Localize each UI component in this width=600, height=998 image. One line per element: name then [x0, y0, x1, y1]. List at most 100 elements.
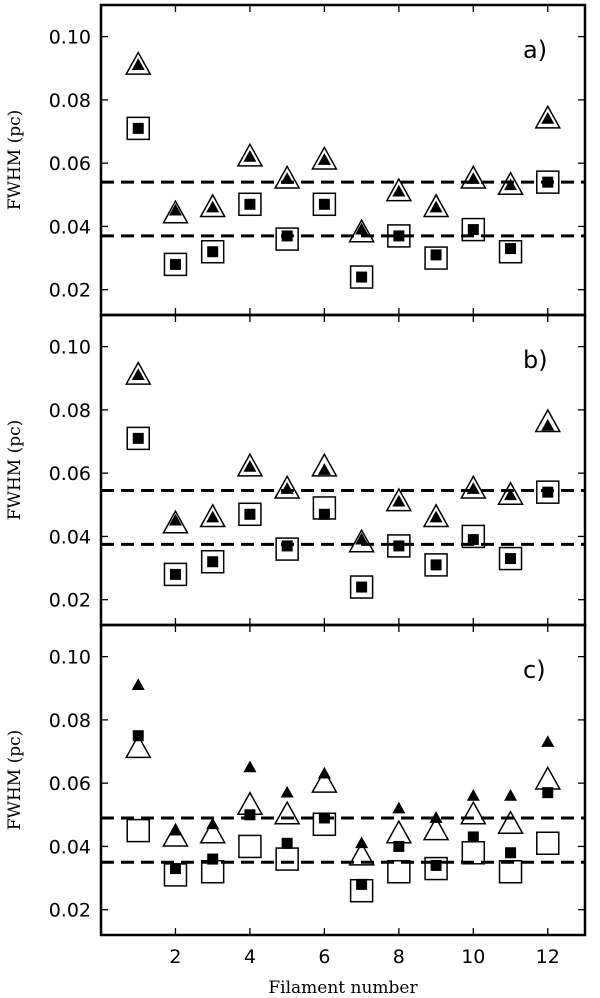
- open-square-point: [461, 217, 486, 242]
- filled-square-point: [356, 271, 368, 283]
- filled-square-point: [393, 230, 405, 242]
- open-square-point: [126, 426, 150, 451]
- y-tick-label: 0.10: [49, 337, 91, 359]
- open-square-point: [498, 239, 523, 264]
- y-tick-label: 0.02: [49, 900, 91, 922]
- filled-triangle-point: [392, 184, 406, 197]
- filled-triangle-point: [504, 488, 518, 501]
- open-triangle-point: [422, 503, 450, 528]
- y-axis-title: FWHM (pc): [5, 110, 25, 211]
- filled-triangle-point: [504, 788, 518, 801]
- open-square-point: [387, 224, 411, 248]
- y-tick-label: 0.08: [49, 400, 91, 422]
- filled-square-point: [542, 787, 554, 799]
- filled-triangle-point: [429, 510, 443, 523]
- y-axis-title: FWHM (pc): [5, 730, 25, 831]
- filled-square-point: [244, 508, 256, 520]
- filled-square-point: [467, 831, 479, 843]
- open-triangle-point: [460, 474, 487, 499]
- filled-triangle-point: [392, 801, 406, 814]
- panel-2: 0.02 0.04 0.06 0.08 0.10 b) FWHM (pc): [5, 313, 587, 627]
- open-square-point: [536, 480, 560, 504]
- filled-triangle-point: [429, 200, 443, 213]
- plot-frame: [99, 623, 587, 937]
- open-square-point: [387, 859, 411, 884]
- filled-square-point: [281, 230, 293, 242]
- filled-triangle-point: [280, 785, 294, 798]
- open-square-point: [126, 818, 150, 843]
- filled-triangle-point: [243, 760, 257, 773]
- open-triangle-point: [311, 145, 338, 170]
- y-tick-label: 0.02: [49, 590, 91, 612]
- filled-square-point: [169, 863, 181, 875]
- open-triangle-point: [236, 142, 264, 167]
- filled-triangle-point: [466, 788, 480, 801]
- open-square-point: [536, 831, 560, 856]
- x-tick-label: 8: [393, 946, 405, 968]
- open-triangle-point: [236, 452, 264, 477]
- filled-square-point: [318, 812, 330, 824]
- x-axis-title: Filament number: [268, 978, 418, 998]
- filled-square-point: [505, 847, 517, 859]
- filled-square-point: [132, 432, 144, 444]
- open-square-point: [387, 534, 411, 558]
- panel-label: b): [523, 346, 548, 374]
- filled-square-point: [542, 176, 554, 188]
- open-triangle-point: [385, 177, 413, 202]
- filled-triangle-point: [280, 172, 294, 184]
- open-triangle-point: [348, 841, 375, 866]
- x-tick-label: 4: [244, 946, 256, 968]
- open-triangle-point: [497, 810, 524, 835]
- filled-triangle-point: [168, 203, 182, 216]
- open-triangle-point: [199, 503, 226, 528]
- panel-label: c): [523, 656, 546, 684]
- open-square-point: [498, 859, 523, 884]
- filled-triangle-point: [317, 153, 331, 165]
- open-triangle-point: [422, 193, 450, 218]
- x-tick-label: 12: [536, 946, 560, 968]
- y-tick-label: 0.04: [49, 836, 91, 858]
- open-triangle-point: [199, 193, 226, 218]
- filled-square-point: [505, 243, 517, 255]
- open-triangle-point: [385, 819, 413, 844]
- open-triangle-point: [273, 474, 301, 499]
- open-square-point: [275, 847, 299, 871]
- open-triangle-point: [534, 765, 562, 790]
- filled-triangle-point: [504, 178, 518, 191]
- filled-square-point: [393, 540, 405, 552]
- filled-triangle-point: [206, 200, 220, 213]
- open-triangle-point: [162, 199, 189, 224]
- open-square-point: [424, 856, 448, 881]
- open-square-point: [498, 546, 523, 571]
- filled-square-point: [281, 540, 293, 552]
- open-square-point: [461, 524, 486, 549]
- open-square-point: [200, 549, 225, 574]
- filled-triangle-point: [131, 678, 145, 690]
- open-triangle-point: [124, 360, 152, 385]
- open-triangle-point: [460, 800, 487, 825]
- open-triangle-point: [199, 819, 226, 844]
- open-square-point: [238, 192, 262, 217]
- open-triangle-point: [311, 769, 338, 793]
- open-square-point: [424, 246, 448, 270]
- panel-label: a): [523, 36, 547, 64]
- panels: 0.020.040.060.080.10 a)FWHM (pc)0.020.040…: [5, 3, 587, 968]
- filled-triangle-point: [168, 513, 182, 526]
- filled-square-point: [505, 553, 517, 565]
- filled-square-point: [132, 730, 144, 742]
- y-axis-title: FWHM (pc): [5, 420, 25, 521]
- open-triangle-point: [273, 800, 301, 825]
- y-tick-label: 0.06: [49, 773, 91, 795]
- filled-triangle-point: [541, 418, 555, 431]
- filled-square-point: [244, 809, 256, 821]
- open-square-point: [238, 834, 262, 859]
- filled-square-point: [430, 559, 442, 571]
- filled-square-point: [356, 581, 368, 593]
- filled-triangle-point: [317, 463, 331, 475]
- filled-square-point: [542, 486, 554, 498]
- filled-triangle-point: [243, 460, 257, 472]
- filled-triangle-point: [131, 368, 145, 380]
- open-triangle-point: [422, 816, 450, 841]
- filled-square-point: [318, 508, 330, 520]
